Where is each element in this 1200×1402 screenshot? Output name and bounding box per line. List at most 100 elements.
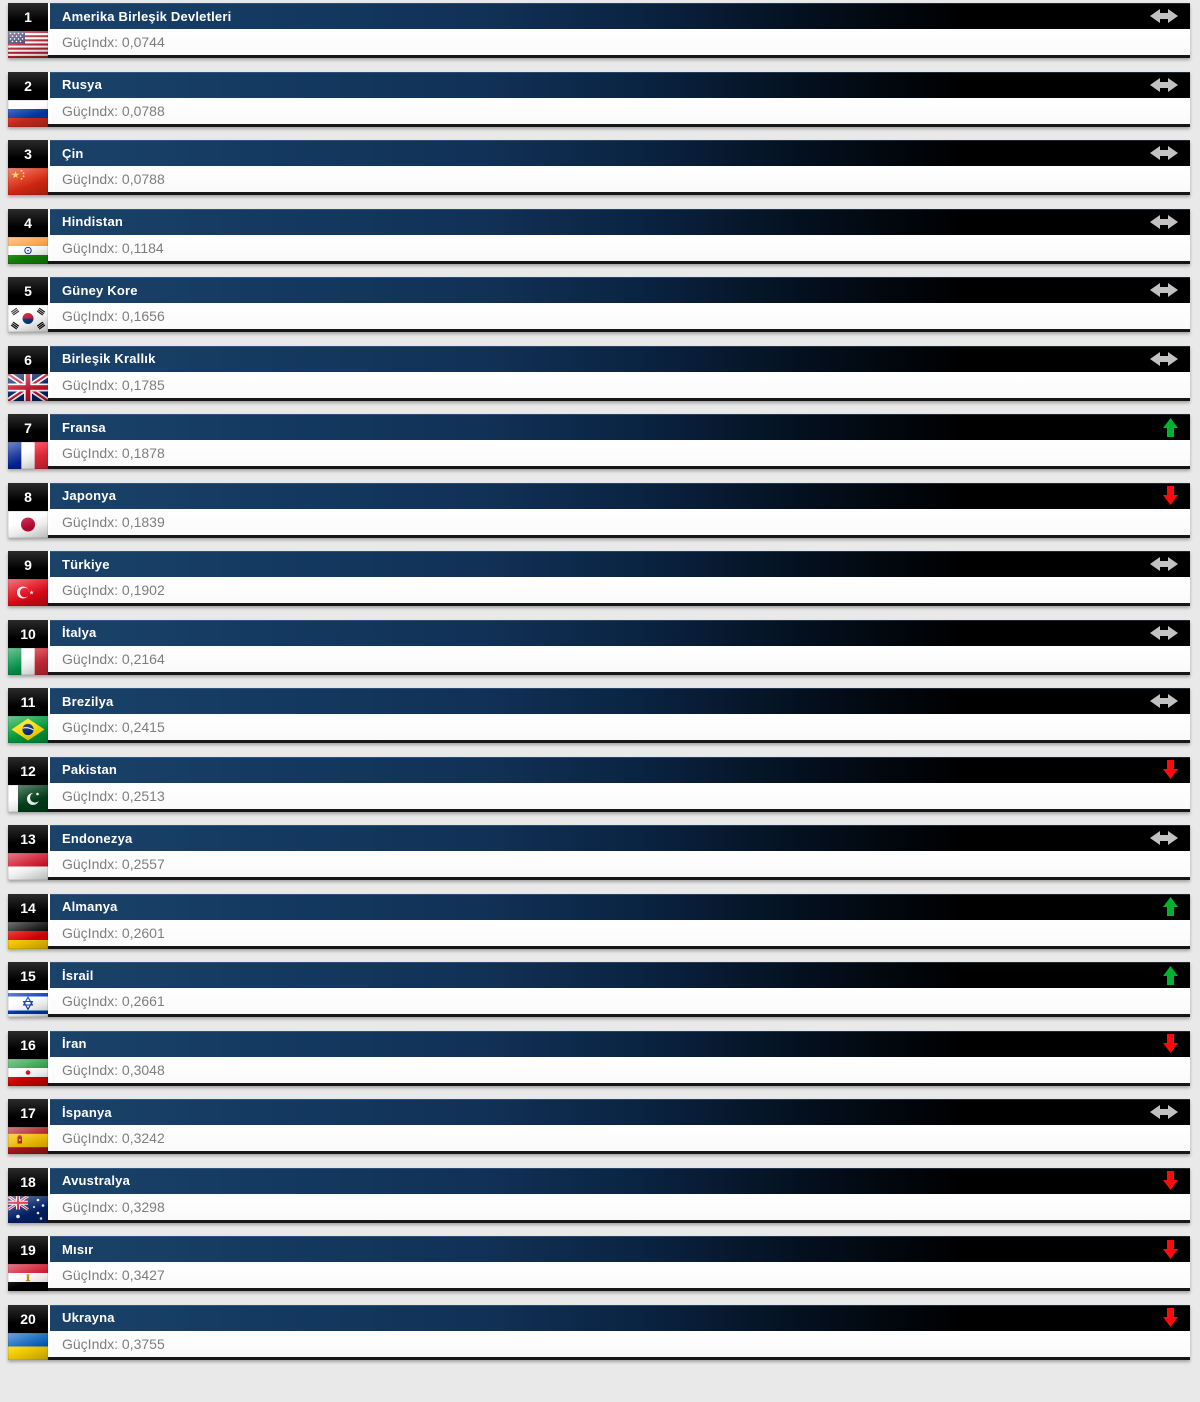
power-index-row: GüçIndx: 0,3755 xyxy=(50,1330,1190,1357)
rank-flag-column: 13 xyxy=(8,825,48,880)
trend-same-icon xyxy=(1150,1105,1178,1120)
power-index-row: GüçIndx: 0,3242 xyxy=(50,1125,1190,1151)
power-index-value: GüçIndx: 0,1878 xyxy=(62,445,165,462)
ir-flag-icon xyxy=(8,1058,48,1086)
power-index-value: GüçIndx: 0,3048 xyxy=(62,1061,165,1078)
ranking-row[interactable]: 10 İtalya GüçIndx: 0,2164 xyxy=(8,619,1190,675)
ranking-row[interactable]: 4 Hindistan GüçIndx: 0,1184 xyxy=(8,208,1190,264)
ranking-row[interactable]: 5 Güney Kore GüçIndx: 0,1656 xyxy=(8,277,1190,332)
rank-badge: 5 xyxy=(8,277,48,305)
ranking-row[interactable]: 19 Mısır GüçIndx: 0,3427 xyxy=(8,1236,1190,1291)
ranking-row[interactable]: 16 İran GüçIndx: 0,3048 xyxy=(8,1030,1190,1086)
ranking-row[interactable]: 14 Almanya GüçIndx: 0,2601 xyxy=(8,893,1190,949)
de-flag-icon xyxy=(8,921,48,949)
country-header-bar: Japonya xyxy=(50,482,1190,509)
row-main: Avustralya GüçIndx: 0,3298 xyxy=(50,1167,1190,1220)
row-main: Çin GüçIndx: 0,0788 xyxy=(50,140,1190,192)
power-index-value: GüçIndx: 0,2661 xyxy=(62,993,165,1010)
power-index-value: GüçIndx: 0,2601 xyxy=(62,924,165,941)
trend-up-icon xyxy=(1163,417,1178,437)
ranking-row[interactable]: 13 Endonezya GüçIndx: 0,2557 xyxy=(8,825,1190,880)
tr-flag-icon xyxy=(8,579,48,606)
country-name: Endonezya xyxy=(62,830,133,846)
power-index-value: GüçIndx: 0,2513 xyxy=(62,787,165,804)
country-header-bar: Fransa xyxy=(50,414,1190,441)
trend-down-icon xyxy=(1163,1239,1178,1259)
pk-flag-icon xyxy=(8,784,48,812)
power-index-row: GüçIndx: 0,1902 xyxy=(50,577,1190,603)
ua-flag-icon xyxy=(8,1332,48,1360)
country-name: Çin xyxy=(62,145,84,161)
power-index-row: GüçIndx: 0,1878 xyxy=(50,440,1190,466)
trend-same-icon xyxy=(1150,625,1178,640)
ranking-row[interactable]: 12 Pakistan GüçIndx: 0,2513 xyxy=(8,756,1190,812)
country-header-bar: Pakistan xyxy=(50,756,1190,783)
row-main: Hindistan GüçIndx: 0,1184 xyxy=(50,208,1190,261)
rank-flag-column: 9 xyxy=(8,551,48,606)
row-main: Güney Kore GüçIndx: 0,1656 xyxy=(50,277,1190,329)
power-index-value: GüçIndx: 0,3298 xyxy=(62,1198,165,1215)
country-name: Avustralya xyxy=(62,1173,130,1189)
country-header-bar: Güney Kore xyxy=(50,277,1190,304)
country-header-bar: Avustralya xyxy=(50,1167,1190,1194)
country-name: Rusya xyxy=(62,77,103,93)
rank-flag-column: 18 xyxy=(8,1167,48,1223)
row-main: İran GüçIndx: 0,3048 xyxy=(50,1030,1190,1083)
rank-badge: 6 xyxy=(8,345,48,374)
ranking-row[interactable]: 1 Amerika Birleşik Devletleri GüçIndx: 0… xyxy=(8,3,1190,58)
country-header-bar: Rusya xyxy=(50,71,1190,98)
jp-flag-icon xyxy=(8,510,48,538)
country-header-bar: Brezilya xyxy=(50,688,1190,715)
country-name: Birleşik Krallık xyxy=(62,351,156,367)
rank-flag-column: 14 xyxy=(8,893,48,949)
country-header-bar: Almanya xyxy=(50,893,1190,920)
power-index-row: GüçIndx: 0,3427 xyxy=(50,1262,1190,1288)
power-index-row: GüçIndx: 0,3298 xyxy=(50,1193,1190,1220)
rank-flag-column: 6 xyxy=(8,345,48,401)
row-main: Almanya GüçIndx: 0,2601 xyxy=(50,893,1190,946)
power-index-value: GüçIndx: 0,3242 xyxy=(62,1130,165,1147)
country-header-bar: Çin xyxy=(50,140,1190,167)
ranking-row[interactable]: 18 Avustralya GüçIndx: 0,3298 xyxy=(8,1167,1190,1223)
ranking-row[interactable]: 8 Japonya GüçIndx: 0,1839 xyxy=(8,482,1190,538)
country-name: Pakistan xyxy=(62,762,118,778)
ranking-row[interactable]: 2 Rusya GüçIndx: 0,0788 xyxy=(8,71,1190,127)
country-name: İtalya xyxy=(62,625,97,641)
row-main: Endonezya GüçIndx: 0,2557 xyxy=(50,825,1190,877)
power-index-value: GüçIndx: 0,1184 xyxy=(62,239,164,256)
in-flag-icon xyxy=(8,236,48,264)
power-index-row: GüçIndx: 0,0788 xyxy=(50,97,1190,124)
row-main: Japonya GüçIndx: 0,1839 xyxy=(50,482,1190,535)
ranking-row[interactable]: 3 Çin GüçIndx: 0,0788 xyxy=(8,140,1190,195)
row-main: Fransa GüçIndx: 0,1878 xyxy=(50,414,1190,466)
us-flag-icon xyxy=(8,31,48,58)
trend-same-icon xyxy=(1150,283,1178,298)
rank-flag-column: 12 xyxy=(8,756,48,812)
ranking-row[interactable]: 20 Ukrayna GüçIndx: 0,3755 xyxy=(8,1304,1190,1360)
power-index-row: GüçIndx: 0,2164 xyxy=(50,645,1190,672)
rank-flag-column: 7 xyxy=(8,414,48,469)
country-header-bar: Türkiye xyxy=(50,551,1190,578)
ranking-row[interactable]: 6 Birleşik Krallık GüçIndx: 0,1785 xyxy=(8,345,1190,401)
power-index-row: GüçIndx: 0,2513 xyxy=(50,782,1190,809)
power-index-row: GüçIndx: 0,2415 xyxy=(50,714,1190,740)
country-header-bar: İtalya xyxy=(50,619,1190,646)
ranking-row[interactable]: 15 İsrail GüçIndx: 0,2661 xyxy=(8,962,1190,1017)
power-ranking-list: 1 Amerika Birleşik Devletleri GüçIndx: 0… xyxy=(8,3,1190,1360)
trend-down-icon xyxy=(1163,1308,1178,1328)
row-main: Pakistan GüçIndx: 0,2513 xyxy=(50,756,1190,809)
ranking-row[interactable]: 11 Brezilya GüçIndx: 0,2415 xyxy=(8,688,1190,743)
power-index-value: GüçIndx: 0,3755 xyxy=(62,1335,165,1352)
ranking-row[interactable]: 7 Fransa GüçIndx: 0,1878 xyxy=(8,414,1190,469)
country-name: İran xyxy=(62,1036,87,1052)
rank-flag-column: 16 xyxy=(8,1030,48,1086)
gb-flag-icon xyxy=(8,373,48,401)
country-header-bar: Birleşik Krallık xyxy=(50,345,1190,372)
ranking-row[interactable]: 9 Türkiye GüçIndx: 0,1902 xyxy=(8,551,1190,606)
rank-badge: 7 xyxy=(8,414,48,442)
country-name: Ukrayna xyxy=(62,1310,115,1326)
trend-down-icon xyxy=(1163,1034,1178,1054)
ranking-row[interactable]: 17 İspanya GüçIndx: 0,3242 xyxy=(8,1099,1190,1154)
il-flag-icon xyxy=(8,990,48,1017)
rank-badge: 18 xyxy=(8,1167,48,1196)
